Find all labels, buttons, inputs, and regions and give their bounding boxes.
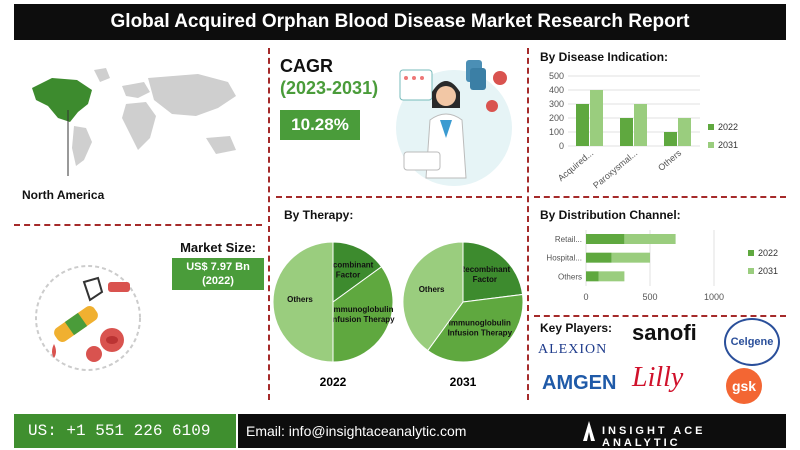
logo-amgen: AMGEN <box>542 372 617 394</box>
divider-cagr <box>276 196 522 198</box>
channel-bar-Hospital...-2031 <box>611 252 650 263</box>
channel-title: By Distribution Channel: <box>540 208 681 222</box>
divider-region <box>14 224 262 226</box>
australia-shape <box>206 136 236 154</box>
disease-legend-swatch-2031 <box>708 142 714 148</box>
pie-2022-slice-label-0: Recombinant Factor <box>323 261 374 280</box>
disease-category-label-1: Paroxysmal... <box>591 148 639 191</box>
market-size-box: US$ 7.97 Bn (2022) <box>172 258 264 290</box>
channel-bar-Retail...-2022 <box>586 234 625 244</box>
channel-xtick-0: 0 <box>583 292 588 302</box>
pie-2022-label: 2022 <box>320 375 347 389</box>
pie-2031-label: 2031 <box>450 375 477 389</box>
south-america-shape <box>72 126 92 166</box>
disease-ytick-5: 500 <box>549 71 564 81</box>
doctor-illustration <box>396 60 512 186</box>
footer-phone: US: +1 551 226 6109 <box>14 414 236 448</box>
disease-title: By Disease Indication: <box>540 50 669 64</box>
disease-ytick-2: 200 <box>549 113 564 123</box>
disease-bar-Others-2031 <box>678 118 691 146</box>
key-players-label: Key Players: <box>540 321 613 335</box>
footer-email: Email: info@insightaceanalytic.com <box>246 423 467 439</box>
pie-2031-slice-1 <box>427 293 524 363</box>
channel-category-label-1: Hospital... <box>546 254 582 263</box>
blood-illustration <box>35 265 141 371</box>
pie-2031-slice-label-2: Others <box>419 285 445 294</box>
pie-2022-slice-label-2: Others <box>287 295 313 304</box>
europe-shape <box>122 82 150 98</box>
disease-ytick-3: 300 <box>549 99 564 109</box>
channel-bar-Hospital...-2022 <box>586 252 612 263</box>
region-label: North America <box>22 188 105 202</box>
channel-category-label-2: Others <box>558 272 582 281</box>
disease-bar-Acquired...-2031 <box>590 90 603 146</box>
footer-bar: Email: info@insightaceanalytic.com INSIG… <box>238 414 786 449</box>
logo-lilly: Lilly <box>632 362 684 393</box>
pie-2022-slice-label-1: Immunoglobulin Infusion Therapy <box>330 305 395 324</box>
disease-ytick-0: 0 <box>559 141 564 151</box>
pie-2031-slice-label-0: Recombinant Factor <box>459 265 510 284</box>
disease-category-label-2: Others <box>656 148 684 173</box>
channel-legend-label-2031: 2031 <box>758 266 778 276</box>
world-map <box>32 68 236 176</box>
pie-2031-slice-label-1: Immunoglobulin Infusion Therapy <box>448 318 513 337</box>
pie-2022-slice-1 <box>332 266 394 363</box>
divider-disease <box>534 196 786 198</box>
logo-celgene-text: Celgene <box>730 336 774 348</box>
disease-ytick-4: 400 <box>549 85 564 95</box>
asia-shape <box>148 74 236 116</box>
pie-2031-slice-0 <box>462 241 524 303</box>
logo-sanofi: sanofi <box>632 320 697 345</box>
disease-bar-Paroxysmal...-2022 <box>620 118 633 146</box>
disease-legend-label-2022: 2022 <box>718 122 738 132</box>
channel-category-label-0: Retail... <box>555 235 582 244</box>
disease-ytick-1: 100 <box>549 127 564 137</box>
disease-legend-label-2031: 2031 <box>718 140 738 150</box>
logo-celgene: Celgene <box>724 318 780 366</box>
africa-shape <box>122 102 156 150</box>
divider-channel <box>534 315 786 317</box>
channel-bar-Others-2022 <box>586 271 599 282</box>
divider-left <box>268 48 270 400</box>
cagr-period: (2023-2031) <box>280 78 379 98</box>
report-title-text: Global Acquired Orphan Blood Disease Mar… <box>110 11 690 32</box>
cagr-title: CAGR <box>280 56 333 76</box>
greenland-shape <box>94 68 110 82</box>
channel-bar-chart: 0 500 1000 Retail... Hospital... Others 2022… <box>546 230 778 302</box>
logo-gsk: gsk <box>726 368 762 404</box>
disease-legend-swatch-2022 <box>708 124 714 130</box>
logo-alexion: ALEXION <box>538 342 608 357</box>
channel-xtick-1: 500 <box>642 292 657 302</box>
channel-bar-Others-2031 <box>598 271 625 282</box>
divider-right <box>527 48 529 400</box>
therapy-title: By Therapy: <box>284 208 354 222</box>
market-size-value: US$ 7.97 Bn <box>186 261 250 273</box>
footer-brand: INSIGHT ACE ANALYTIC <box>602 425 706 449</box>
pie-2031-slice-2 <box>402 241 464 352</box>
disease-bar-Acquired...-2022 <box>576 104 589 146</box>
north-america-shape <box>32 78 92 122</box>
therapy-pie-charts: Recombinant Factor Immunoglobulin Infusion … <box>272 241 524 389</box>
logo-gsk-text: gsk <box>731 378 757 394</box>
pie-2022-slice-0 <box>332 241 383 303</box>
report-title: Global Acquired Orphan Blood Disease Mar… <box>14 4 786 40</box>
brand-logo-icon <box>583 421 595 441</box>
disease-bar-Paroxysmal...-2031 <box>634 104 647 146</box>
pie-2022-slice-2 <box>272 241 334 363</box>
channel-legend-label-2022: 2022 <box>758 248 778 258</box>
channel-legend-swatch-2022 <box>748 250 754 256</box>
cagr-value: 10.28% <box>280 110 360 140</box>
market-size-label: Market Size: <box>180 240 256 255</box>
pie-2031: Recombinant Factor Immunoglobulin Infusion … <box>402 241 524 363</box>
channel-bar-Retail...-2031 <box>624 234 676 244</box>
pie-2022: Recombinant Factor Immunoglobulin Infusion … <box>272 241 395 363</box>
channel-legend-swatch-2031 <box>748 268 754 274</box>
disease-bar-chart: 0 100 200 300 400 500 Acquired...Paroxysmal..… <box>549 71 738 191</box>
disease-bar-Others-2022 <box>664 132 677 146</box>
channel-xtick-2: 1000 <box>704 292 724 302</box>
market-size-year: (2022) <box>202 275 234 287</box>
disease-category-label-0: Acquired... <box>556 148 595 183</box>
